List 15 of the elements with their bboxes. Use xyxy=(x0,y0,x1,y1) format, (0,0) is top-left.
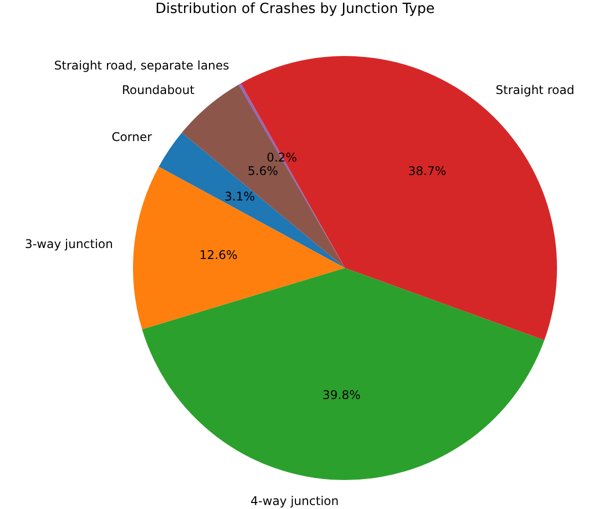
pie-slice xyxy=(142,268,544,480)
pie-slice xyxy=(158,132,345,268)
slice-label: 4-way junction xyxy=(250,494,339,508)
data-label: 3.1% xyxy=(224,190,255,204)
chart-title: Distribution of Crashes by Junction Type xyxy=(155,1,435,17)
slice-label: Straight road xyxy=(496,82,574,97)
data-label: 38.7% xyxy=(408,164,446,178)
data-label: 5.6% xyxy=(248,164,278,178)
slice-label: Roundabout xyxy=(122,82,195,97)
data-label: 39.8% xyxy=(322,388,361,402)
slice-label: Straight road, separate lanes xyxy=(54,58,230,73)
slice-label: Corner xyxy=(112,130,152,144)
pie-slice xyxy=(133,166,345,330)
slice-label: 3-way junction xyxy=(24,237,114,252)
data-label: 12.6% xyxy=(199,248,238,262)
